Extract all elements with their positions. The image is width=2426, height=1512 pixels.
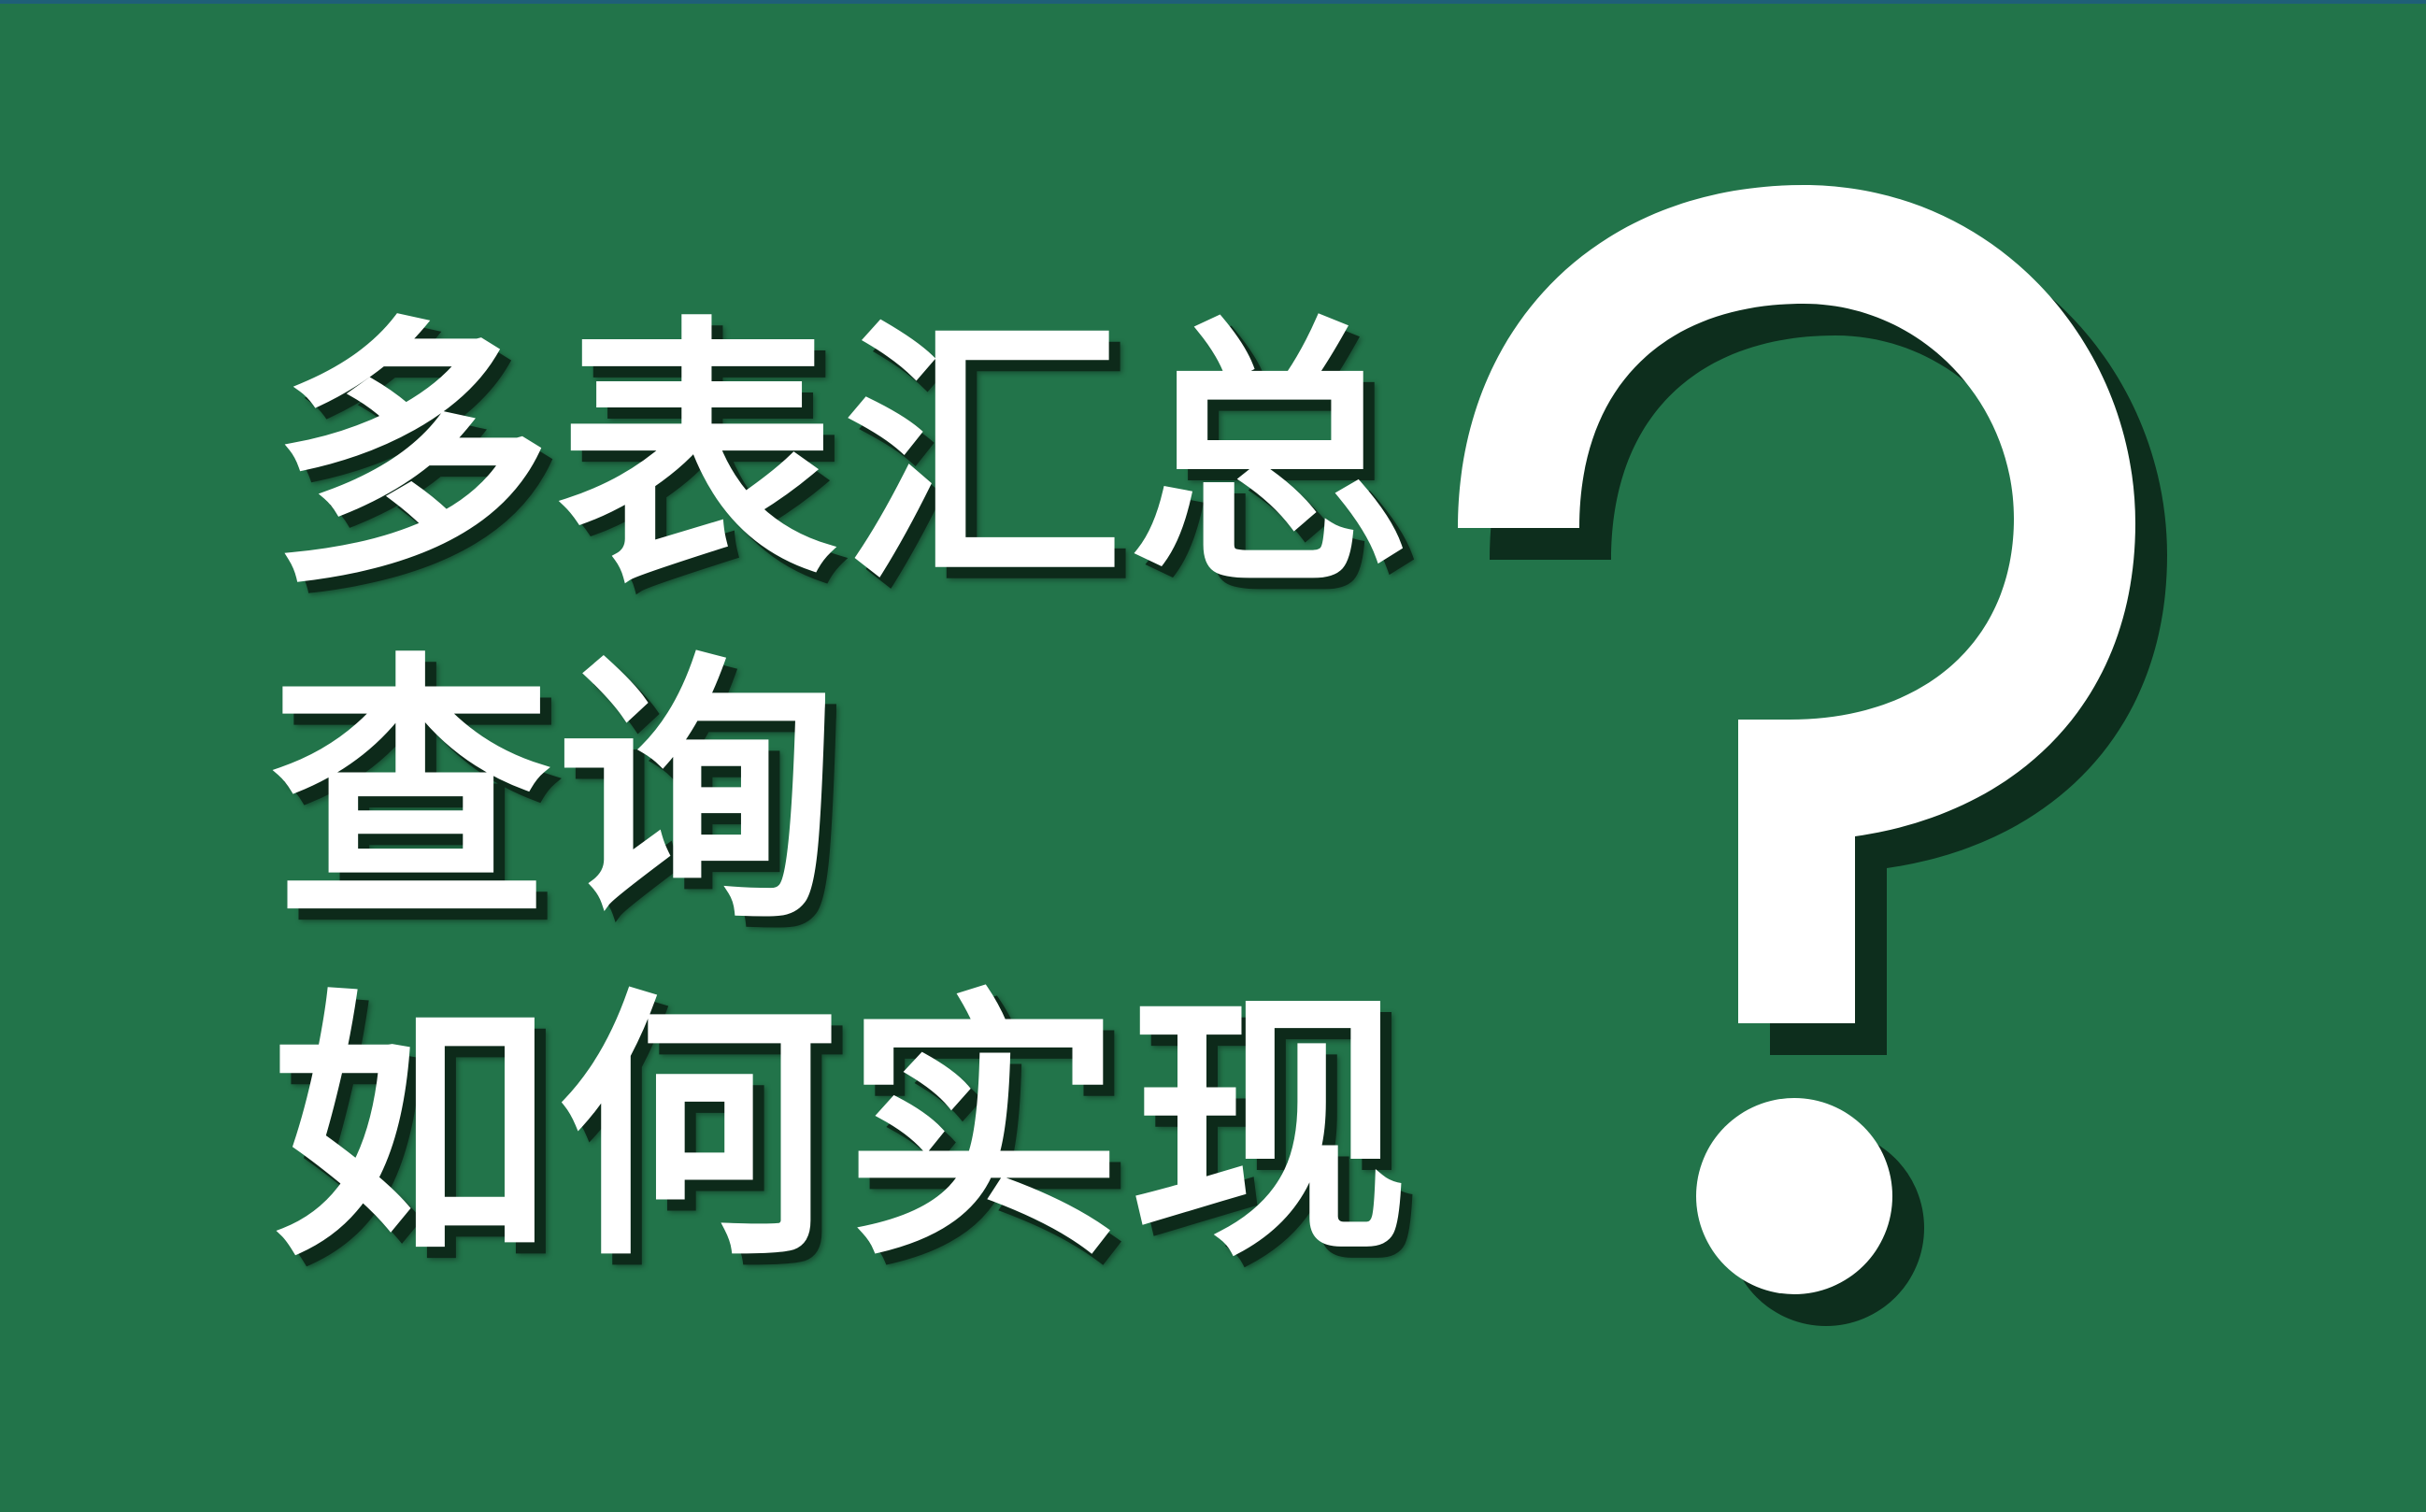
title-line-1: 多表汇总 xyxy=(271,294,1415,620)
title-line-2: 查询 xyxy=(271,631,843,957)
title-line-3: 如何实现 xyxy=(271,967,1415,1293)
top-edge-strip xyxy=(0,0,2426,4)
question-mark-icon xyxy=(1430,168,2177,1346)
title-block: 多表汇总 查询 如何实现 xyxy=(271,290,1486,1299)
